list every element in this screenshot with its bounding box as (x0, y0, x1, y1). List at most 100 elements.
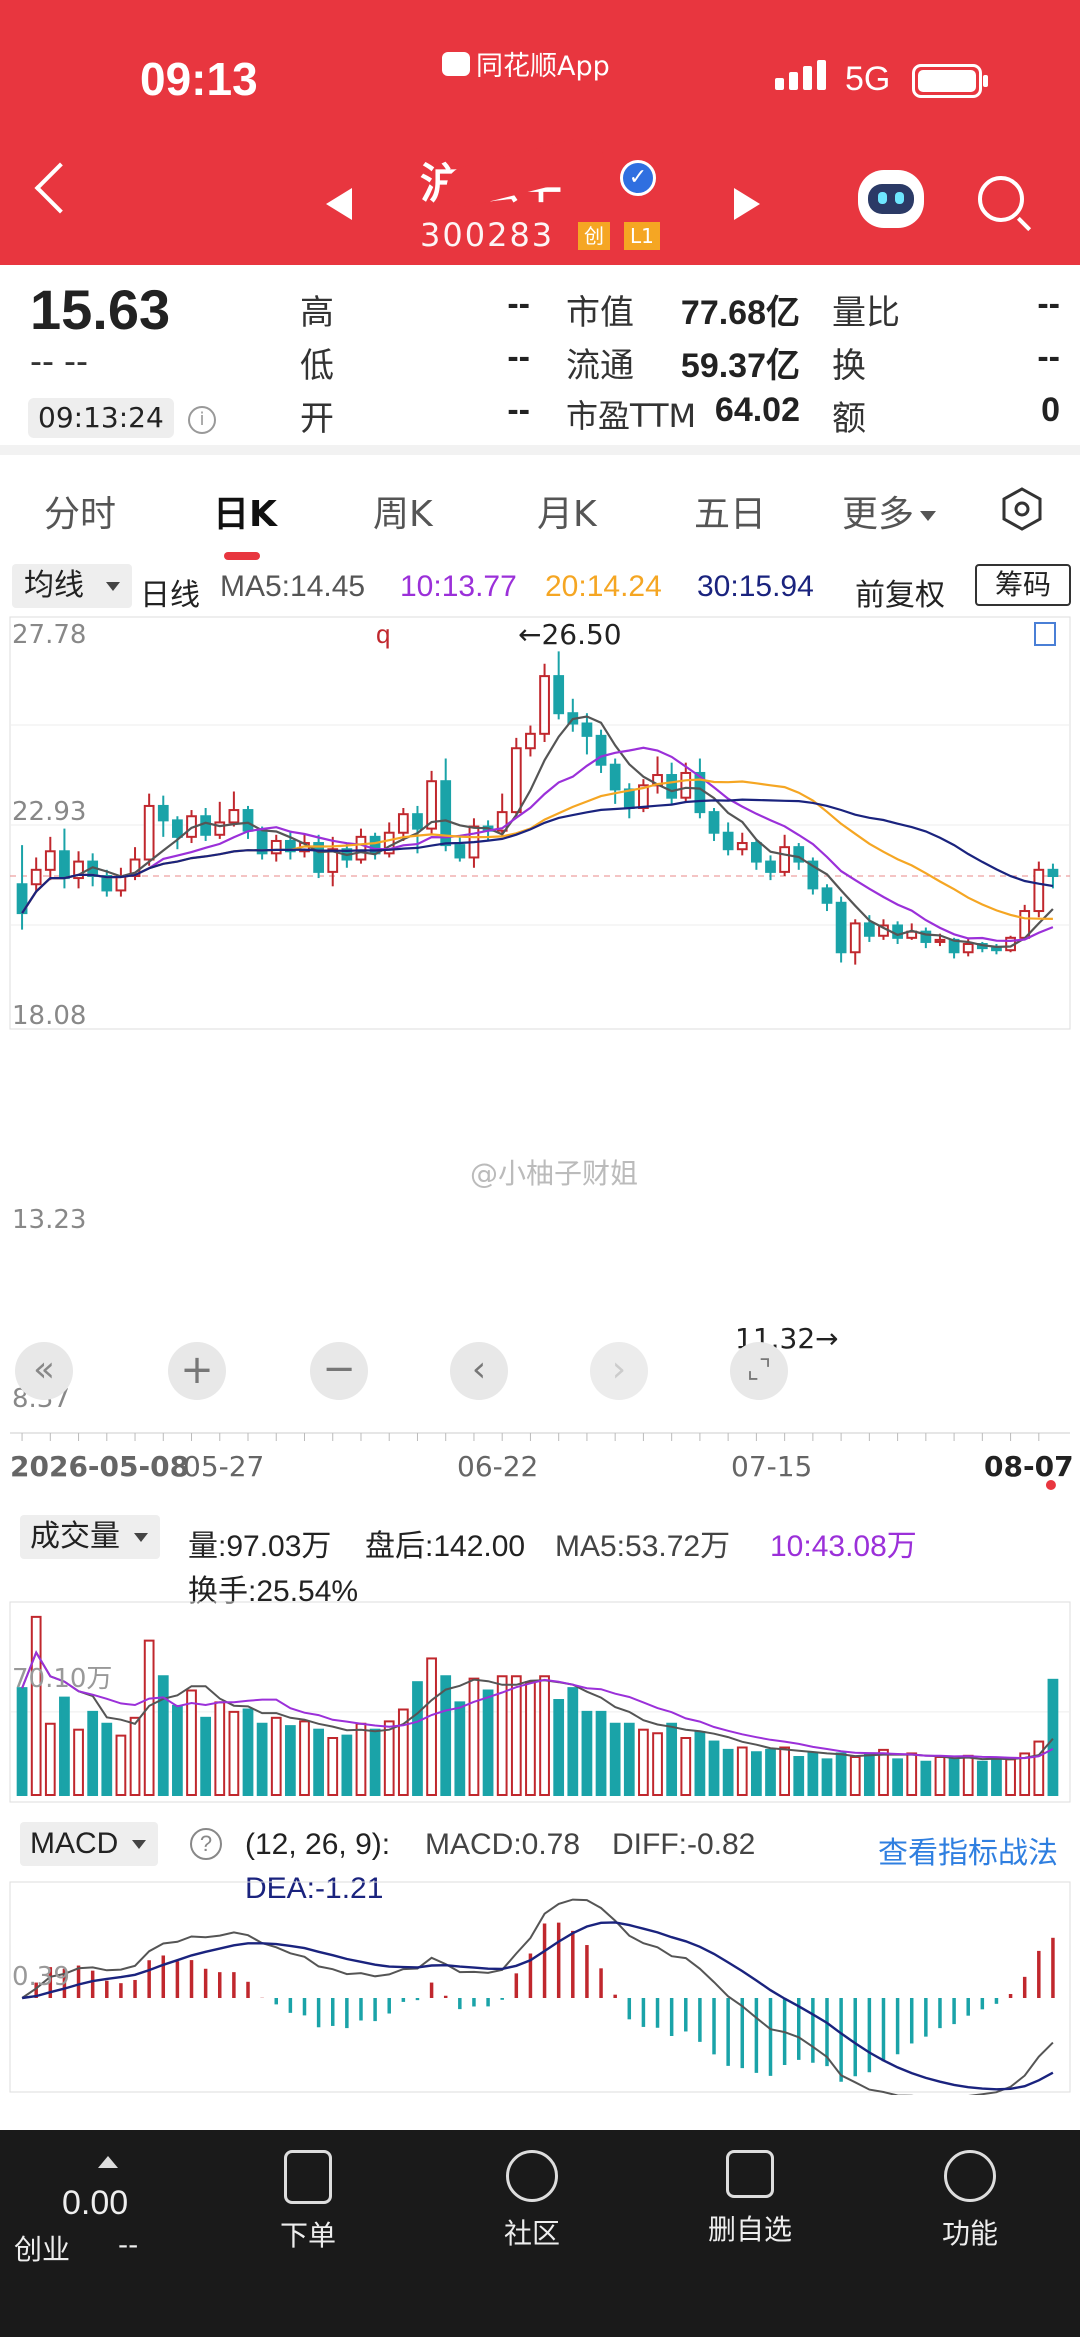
candle-body (454, 844, 466, 859)
app-source-label: 同花顺App (476, 51, 610, 82)
volume-bar (172, 1704, 183, 1796)
macd-frame (9, 1881, 1071, 2093)
low-value: -- (507, 338, 530, 376)
next-stock-icon[interactable] (734, 188, 760, 220)
candle-body (228, 809, 240, 824)
volume-bar (991, 1758, 1002, 1796)
candle (397, 807, 409, 841)
kline-chart[interactable]: q (0, 615, 1080, 1035)
adjust-mode[interactable]: 前复权 (855, 579, 945, 612)
candle-body (115, 875, 127, 892)
next-icon[interactable]: › (590, 1342, 648, 1400)
candle (821, 884, 833, 912)
volume-bar (539, 1675, 550, 1796)
macd-chart[interactable] (0, 1880, 1080, 2095)
macd-select[interactable]: MACD (20, 1822, 159, 1866)
candle (510, 737, 522, 817)
volume-bar (73, 1728, 84, 1796)
back-icon[interactable] (34, 162, 86, 214)
candle (525, 725, 536, 757)
order-doc-icon (284, 2150, 332, 2204)
volume-ma5: MA5:53.72万 (555, 1530, 731, 1563)
volume-bar (369, 1728, 381, 1796)
quote-time: 09:13:24 (28, 398, 174, 438)
volume-bar (1033, 1740, 1045, 1796)
candle-body (539, 675, 550, 735)
tab-weekly-k[interactable]: 周K (373, 494, 433, 535)
candle-body (680, 771, 692, 799)
volume-bar (736, 1746, 748, 1796)
settings-hex-icon[interactable] (1000, 487, 1044, 531)
open-label: 开 (300, 399, 334, 439)
candle (680, 762, 692, 802)
nav-functions[interactable]: 功能 (900, 2150, 1040, 2252)
status-time: 09:13 (140, 53, 258, 105)
volume-bar (59, 1696, 70, 1796)
rewind-icon[interactable]: « (15, 1342, 73, 1400)
stock-header: 09:13 同花顺App 5G 沪·宏丰 ✓ 300283 创 L1 (0, 0, 1080, 265)
candle-body (920, 930, 932, 943)
tab-daily-k[interactable]: 日K (213, 494, 277, 535)
candle-body (765, 860, 776, 873)
app-source-indicator[interactable]: 同花顺App (442, 44, 610, 83)
volume-bar (355, 1722, 367, 1796)
zoom-in-icon[interactable]: + (168, 1342, 226, 1400)
nav-order[interactable]: 下单 (238, 2150, 378, 2254)
candle (16, 845, 28, 930)
volume-bar (468, 1677, 480, 1796)
candle (59, 828, 70, 889)
candle-body (1033, 868, 1045, 913)
candle (539, 663, 550, 743)
zoom-out-icon[interactable]: − (310, 1342, 368, 1400)
volume-bar (101, 1722, 113, 1796)
prev-icon[interactable]: ‹ (450, 1342, 508, 1400)
ma20-value: 20:14.24 (545, 570, 662, 603)
candle (708, 807, 720, 841)
tab-five-day[interactable]: 五日 (694, 494, 767, 535)
volume-bar (284, 1725, 296, 1796)
candle (807, 857, 819, 895)
chevron-down-icon (134, 1533, 148, 1542)
tab-intraday[interactable]: 分时 (44, 494, 117, 535)
volume-bar (920, 1760, 932, 1796)
y-label-4: 13.23 (12, 1205, 87, 1235)
volume-bar (1047, 1678, 1059, 1796)
volume-chart[interactable] (0, 1600, 1080, 1810)
volume-bar (878, 1748, 889, 1796)
tab-more[interactable]: 更多 (842, 485, 937, 537)
index-name: 创业 (14, 2233, 71, 2266)
volume-bar (299, 1720, 310, 1796)
volume-value: 量:97.03万 (188, 1530, 332, 1563)
volume-select[interactable]: 成交量 (20, 1515, 160, 1559)
strategy-link[interactable]: 查看指标战法 (878, 1837, 1058, 1870)
volume-bar (200, 1716, 212, 1796)
x-label-start: 2026-05-08 (10, 1450, 190, 1483)
chevron-down-icon (920, 511, 937, 521)
volume-bar (751, 1751, 762, 1796)
macd-select-label: MACD (30, 1827, 119, 1860)
y-label-3: 18.08 (12, 1001, 87, 1031)
help-icon[interactable]: ? (190, 1828, 222, 1860)
info-icon[interactable]: i (188, 406, 216, 434)
volume-bar (510, 1675, 522, 1796)
y-label-top: 27.78 (12, 620, 87, 650)
fullscreen-icon[interactable]: ⌞⌝ (730, 1342, 788, 1400)
tab-monthly-k[interactable]: 月K (537, 494, 597, 535)
search-icon[interactable] (978, 176, 1024, 222)
ma-select[interactable]: 均线 (12, 564, 132, 608)
previous-stock-icon[interactable] (326, 188, 352, 220)
level-tag: L1 (624, 222, 660, 250)
candle-body (581, 722, 593, 737)
float-cap-label: 流通 (566, 346, 634, 386)
candle (73, 851, 84, 889)
volume-bar (327, 1737, 339, 1796)
candle (270, 834, 282, 862)
macd-y-label: 0.39 (12, 1962, 70, 1992)
nav-remove-watchlist[interactable]: 删自选 (680, 2150, 820, 2248)
assistant-robot-icon[interactable] (858, 170, 924, 228)
volume-bar (821, 1758, 833, 1796)
nav-community[interactable]: 社区 (462, 2150, 602, 2252)
candle (553, 651, 565, 720)
chip-button[interactable]: 筹码 (975, 564, 1071, 606)
candle-body (510, 747, 522, 814)
